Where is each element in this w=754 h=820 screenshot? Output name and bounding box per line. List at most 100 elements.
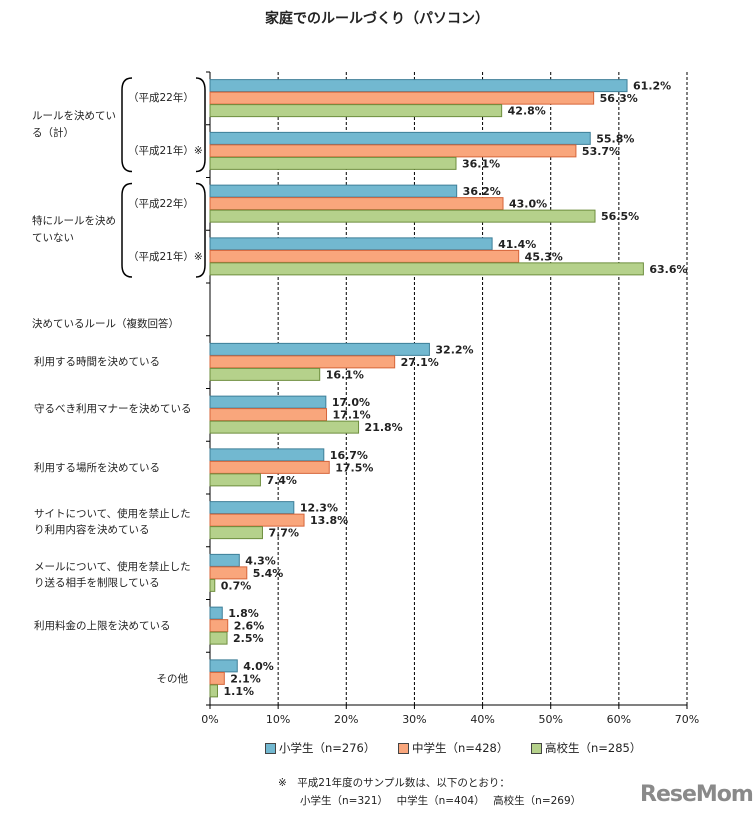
data-label: 63.6% xyxy=(649,263,687,276)
bar xyxy=(209,553,240,567)
bar xyxy=(209,408,328,422)
legend-item-elementary: 小学生（n=276） xyxy=(265,740,375,756)
category-label: 利用する場所を決めている xyxy=(34,461,160,474)
data-label: 36.1% xyxy=(462,157,500,170)
legend-swatch xyxy=(265,742,276,754)
data-label: 16.7% xyxy=(330,449,368,462)
bar xyxy=(209,342,430,356)
bar xyxy=(209,566,248,580)
category-label: （平成22年） xyxy=(128,92,194,105)
section-label: 決めているルール（複数回答） xyxy=(32,318,179,330)
bar xyxy=(209,237,493,251)
bar xyxy=(209,420,360,434)
data-label: 17.5% xyxy=(335,461,373,474)
category-label: その他 xyxy=(156,672,189,685)
data-label: 21.8% xyxy=(365,421,403,434)
legend-swatch xyxy=(531,742,542,754)
bar xyxy=(209,144,577,158)
bar xyxy=(209,578,216,592)
x-tick-label: 50% xyxy=(538,713,562,726)
x-tick-label: 10% xyxy=(266,713,290,726)
bar xyxy=(209,91,595,105)
data-label: 41.4% xyxy=(498,238,536,251)
data-label: 36.2% xyxy=(463,185,501,198)
legend-item-junior-high: 中学生（n=428） xyxy=(398,740,508,756)
data-label: 4.0% xyxy=(243,660,274,673)
legend-label: 中学生（n=428） xyxy=(412,741,509,755)
bar xyxy=(209,619,229,633)
bar xyxy=(209,448,325,462)
bar xyxy=(209,513,305,527)
data-label: 27.1% xyxy=(401,356,439,369)
data-label: 2.1% xyxy=(230,672,261,685)
x-tick-label: 60% xyxy=(607,713,631,726)
x-tick-label: 0% xyxy=(201,713,218,726)
category-label: （平成21年）※ xyxy=(128,145,203,158)
data-label: 13.8% xyxy=(310,514,348,527)
category-label: 守るべき利用マナーを決めている xyxy=(34,402,192,415)
data-label: 7.7% xyxy=(268,527,299,540)
data-label: 5.4% xyxy=(253,567,284,580)
group-label: ルールを決めている（計） xyxy=(32,109,116,139)
bar xyxy=(209,631,228,645)
bar xyxy=(209,460,330,474)
x-tick-label: 40% xyxy=(470,713,494,726)
group-label: 特にルールを決めていない xyxy=(32,215,116,245)
category-label: 利用する時間を決めている xyxy=(34,356,160,369)
data-label: 7.4% xyxy=(266,474,297,487)
data-label: 32.2% xyxy=(435,343,473,356)
data-label: 12.3% xyxy=(300,502,338,515)
data-label: 4.3% xyxy=(245,554,276,567)
right-bracket xyxy=(195,182,206,278)
legend-swatch xyxy=(398,742,409,754)
bar xyxy=(209,684,218,698)
data-label: 55.8% xyxy=(596,132,634,145)
category-label: （平成22年） xyxy=(128,197,194,210)
x-tick-label: 30% xyxy=(402,713,426,726)
data-label: 42.8% xyxy=(508,105,546,118)
bar xyxy=(209,197,504,211)
bar xyxy=(209,79,628,93)
left-bracket xyxy=(121,77,133,173)
legend-label: 小学生（n=276） xyxy=(279,741,376,755)
resemom-logo: ReseMom xyxy=(640,782,754,807)
bar xyxy=(209,209,596,223)
bar xyxy=(209,473,261,487)
footnote-line-2: 小学生（n=321） 中学生（n=404） 高校生（n=269） xyxy=(300,795,582,807)
category-label: メールについて、使用を禁止したり送る相手を制限している xyxy=(34,561,191,590)
bar xyxy=(209,395,327,409)
x-tick-label: 20% xyxy=(334,713,358,726)
data-label: 17.0% xyxy=(332,396,370,409)
data-label: 2.6% xyxy=(234,620,265,633)
data-label: 61.2% xyxy=(633,80,671,93)
chart-title: 家庭でのルールづくり（パソコン） xyxy=(265,11,489,27)
data-label: 2.5% xyxy=(233,632,264,645)
bar xyxy=(209,184,458,198)
data-label: 43.0% xyxy=(509,198,547,211)
bar xyxy=(209,606,223,620)
left-bracket xyxy=(121,182,133,278)
bar xyxy=(209,659,238,673)
bar xyxy=(209,104,503,118)
bar xyxy=(209,501,295,515)
bar xyxy=(209,355,396,369)
bar xyxy=(209,671,225,685)
category-label: （平成21年）※ xyxy=(128,250,203,263)
category-label: 利用料金の上限を決めている xyxy=(34,619,171,632)
bar xyxy=(209,262,644,276)
bar xyxy=(209,367,321,381)
data-label: 56.5% xyxy=(601,210,639,223)
data-label: 56.3% xyxy=(600,92,638,105)
bar xyxy=(209,526,263,540)
data-label: 16.1% xyxy=(326,368,364,381)
bar xyxy=(209,249,520,263)
data-label: 1.1% xyxy=(223,685,254,698)
right-bracket xyxy=(195,77,206,173)
data-label: 53.7% xyxy=(582,145,620,158)
legend-item-high-school: 高校生（n=285） xyxy=(531,740,641,756)
data-label: 0.7% xyxy=(221,579,252,592)
category-label: サイトについて、使用を禁止したり利用内容を決めている xyxy=(34,508,191,537)
legend-label: 高校生（n=285） xyxy=(545,741,642,755)
data-label: 45.3% xyxy=(525,250,563,263)
